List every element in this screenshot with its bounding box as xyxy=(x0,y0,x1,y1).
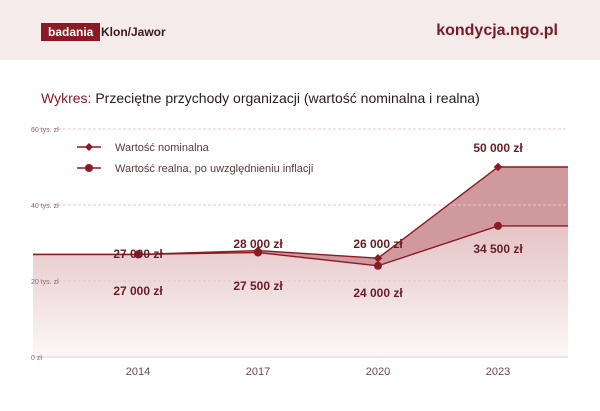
legend-nominal-marker xyxy=(85,143,93,151)
nominal-value-point xyxy=(133,250,143,259)
real-value-area xyxy=(33,225,568,357)
nominal-data-label: 27 000 zł xyxy=(113,247,163,261)
brand-badge: badania xyxy=(41,23,101,41)
nominal-data-label: 26 000 zł xyxy=(353,237,403,251)
nominal-value-point xyxy=(493,162,503,172)
site-link[interactable]: kondycja.ngo.pl xyxy=(436,22,558,39)
real-value-point xyxy=(374,261,382,270)
chart-title-text: Przeciętne przychody organizacji (wartoś… xyxy=(95,90,480,106)
legend-nominal-label: Wartość nominalna xyxy=(115,142,210,154)
x-tick-label: 2014 xyxy=(126,366,150,378)
legend-real-label: Wartość realna, po uwzględnieniu inflacj… xyxy=(115,163,313,175)
nominal-value-line xyxy=(33,166,568,259)
real-data-label: 27 000 zł xyxy=(113,284,163,298)
y-tick-label: 0 zł xyxy=(31,355,42,362)
nominal-value-point xyxy=(373,254,383,263)
real-value-point xyxy=(494,221,502,230)
nominal-data-label: 50 000 zł xyxy=(473,141,523,155)
x-tick-label: 2020 xyxy=(366,366,390,378)
header-bar: badania Klon/Jawor kondycja.ngo.pl xyxy=(0,0,600,60)
nominal-data-label: 28 000 zł xyxy=(233,237,283,251)
x-tick-label: 2023 xyxy=(486,366,510,378)
y-tick-label: 60 tys. zł xyxy=(31,127,59,134)
chart-title: Wykres: Przeciętne przychody organizacji… xyxy=(41,90,480,106)
chart-title-prefix: Wykres: xyxy=(41,90,92,106)
nominal-value-point xyxy=(253,246,263,255)
nominal-real-gap-area xyxy=(33,167,568,266)
real-data-label: 27 500 zł xyxy=(233,279,283,293)
real-data-label: 24 000 zł xyxy=(353,286,403,300)
brand-org: Klon/Jawor xyxy=(101,25,166,39)
x-tick-label: 2017 xyxy=(246,366,270,378)
y-tick-label: 20 tys. zł xyxy=(31,279,59,286)
real-data-label: 34 500 zł xyxy=(473,242,523,256)
legend-real-marker xyxy=(85,164,93,172)
y-tick-label: 40 tys. zł xyxy=(31,203,59,210)
